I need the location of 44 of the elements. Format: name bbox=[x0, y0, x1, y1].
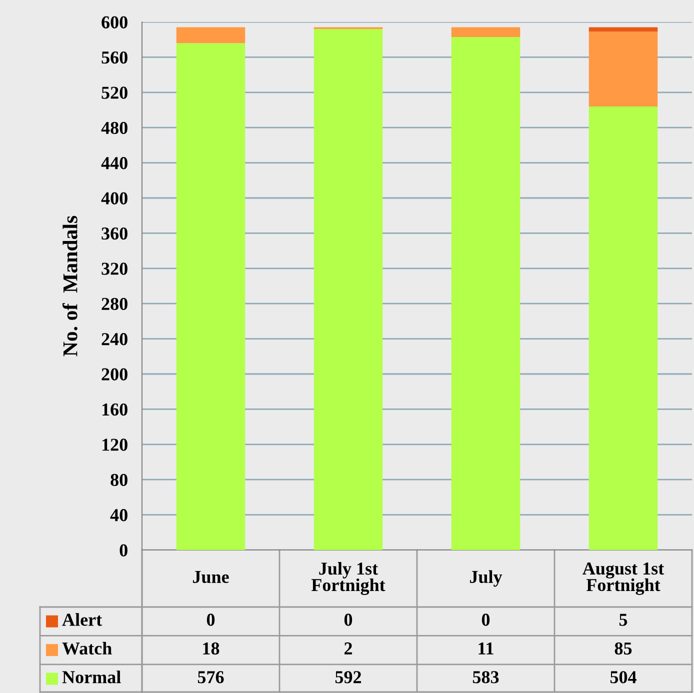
data-label: 0 bbox=[206, 614, 215, 626]
y-tick-label: 400 bbox=[101, 192, 128, 204]
x-tick-label: July 1st Fortnight bbox=[311, 562, 386, 595]
y-tick-label: 200 bbox=[102, 368, 128, 380]
y-tick-label: 80 bbox=[110, 474, 128, 486]
legend-label: Normal bbox=[62, 670, 121, 684]
x-tick-label: August 1st Fortnight bbox=[582, 562, 664, 595]
y-tick-label: 320 bbox=[102, 262, 128, 275]
data-label: 2 bbox=[344, 642, 352, 654]
legend-label: Watch bbox=[62, 642, 112, 655]
y-tick-label: 120 bbox=[102, 438, 128, 451]
data-label: 11 bbox=[478, 642, 494, 654]
x-tick-label: June bbox=[192, 571, 229, 584]
y-tick-label: 0 bbox=[120, 544, 128, 556]
y-tick-label: 40 bbox=[110, 509, 128, 522]
y-tick-label: 160 bbox=[102, 403, 128, 416]
y-tick-label: 520 bbox=[102, 86, 128, 99]
data-label: 592 bbox=[335, 671, 362, 684]
data-label: 0 bbox=[482, 614, 490, 626]
y-tick-label: 560 bbox=[102, 51, 128, 64]
bar bbox=[588, 27, 658, 32]
x-tick-label: July bbox=[470, 570, 502, 587]
y-tick-label: 280 bbox=[102, 298, 128, 310]
bar bbox=[176, 43, 246, 550]
data-label: 576 bbox=[198, 671, 224, 684]
y-tick-label: 440 bbox=[101, 157, 128, 170]
bar bbox=[451, 36, 520, 550]
data-label: 504 bbox=[610, 671, 636, 684]
y-axis-title: No. of Mandals bbox=[62, 216, 78, 356]
bar bbox=[588, 32, 658, 106]
data-label: 18 bbox=[203, 642, 220, 655]
bar bbox=[314, 29, 383, 550]
bar bbox=[176, 27, 246, 44]
y-tick-label: 480 bbox=[101, 122, 128, 134]
legend-label: Alert bbox=[62, 613, 102, 626]
y-tick-label: 240 bbox=[102, 333, 128, 346]
y-tick-label: 600 bbox=[102, 16, 128, 28]
data-label: 5 bbox=[619, 614, 628, 626]
data-label: 0 bbox=[344, 614, 352, 626]
data-label: 85 bbox=[614, 642, 632, 655]
data-label: 583 bbox=[472, 671, 499, 684]
y-tick-label: 360 bbox=[102, 227, 128, 240]
bar bbox=[451, 27, 520, 37]
bar bbox=[588, 106, 658, 550]
